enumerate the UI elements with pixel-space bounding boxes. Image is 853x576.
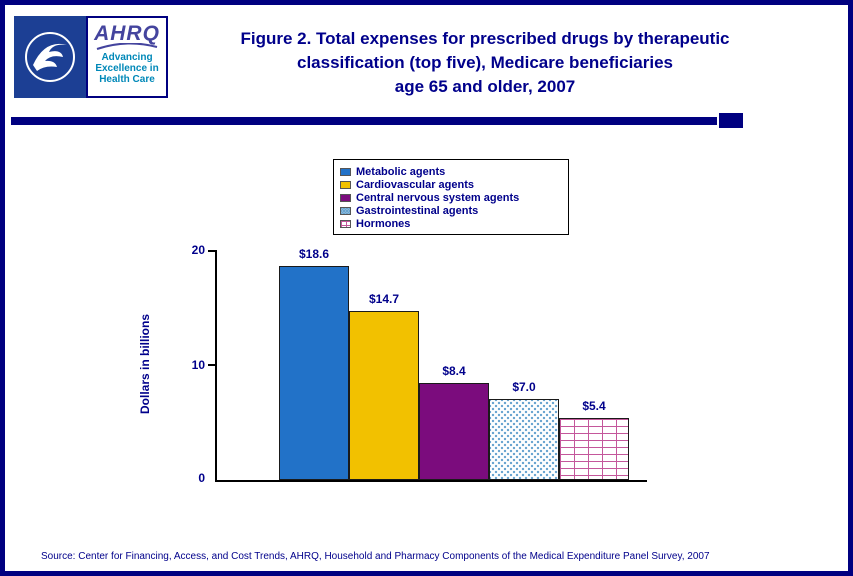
- ahrq-tagline-line1: Advancing: [101, 52, 153, 63]
- y-tick-label-0: 0: [198, 471, 205, 485]
- bar-hormones: [559, 418, 629, 480]
- legend-marker-gastrointestinal-agents: [340, 206, 351, 215]
- bar-value-label-cardiovascular-agents: $14.7: [368, 292, 400, 306]
- legend-item-metabolic-agents: Metabolic agents: [340, 165, 562, 178]
- figure-title-line1: Figure 2. Total expenses for prescribed …: [240, 29, 730, 48]
- legend-label-gastrointestinal-agents: Gastrointestinal agents: [356, 204, 479, 217]
- figure-title: Figure 2. Total expenses for prescribed …: [180, 27, 790, 99]
- bar-value-label-gastrointestinal-agents: $7.0: [512, 380, 536, 394]
- figure-title-line2: classification (top five), Medicare bene…: [296, 53, 674, 72]
- bar-central-nervous-system-agents: [419, 383, 489, 480]
- title-divider-end-cap: [719, 113, 743, 128]
- legend-item-central-nervous-system-agents: Central nervous system agents: [340, 191, 562, 204]
- source-note: Source: Center for Financing, Access, an…: [41, 551, 710, 562]
- plot-area: $18.6 $14.7 $8.4 $7.0 $5.4: [208, 247, 647, 482]
- legend-item-hormones: Hormones: [340, 217, 562, 230]
- legend-label-cardiovascular-agents: Cardiovascular agents: [356, 178, 474, 191]
- bar-value-label-hormones: $5.4: [582, 399, 606, 413]
- y-tick-label-20: 20: [191, 243, 205, 257]
- chart-legend: Metabolic agents Cardiovascular agents Cen…: [333, 159, 569, 235]
- ahrq-acronym: AHRQ: [94, 22, 160, 45]
- ahrq-logo: AHRQ Advancing Excellence in Health Care: [86, 16, 168, 98]
- title-divider-bar: [11, 117, 717, 125]
- legend-label-hormones: Hormones: [356, 217, 411, 230]
- bar-cardiovascular-agents: [349, 311, 419, 480]
- bar-metabolic-agents: [279, 266, 349, 480]
- legend-marker-cardiovascular-agents: [340, 180, 351, 189]
- hhs-eagle-icon: [25, 32, 75, 82]
- ahrq-swoosh-icon: [96, 43, 158, 50]
- ahrq-tagline-line3: Health Care: [99, 74, 155, 85]
- y-tick-mark-20: [208, 250, 215, 252]
- legend-marker-hormones: [340, 219, 351, 228]
- legend-marker-central-nervous-system-agents: [340, 193, 351, 202]
- legend-label-metabolic-agents: Metabolic agents: [356, 165, 446, 178]
- legend-item-cardiovascular-agents: Cardiovascular agents: [340, 178, 562, 191]
- legend-item-gastrointestinal-agents: Gastrointestinal agents: [340, 204, 562, 217]
- y-axis-title: Dollars in billions: [138, 314, 152, 415]
- y-tick-label-10: 10: [191, 358, 205, 372]
- legend-label-central-nervous-system-agents: Central nervous system agents: [356, 191, 520, 204]
- legend-marker-metabolic-agents: [340, 167, 351, 176]
- figure-title-line3: age 65 and older, 2007: [394, 77, 576, 96]
- y-tick-mark-10: [208, 364, 215, 366]
- bar-gastrointestinal-agents: [489, 399, 559, 480]
- bar-value-label-metabolic-agents: $18.6: [298, 247, 330, 261]
- bar-value-label-central-nervous-system-agents: $8.4: [442, 364, 466, 378]
- ahrq-tagline-line2: Excellence in: [95, 63, 159, 74]
- hhs-logo: [14, 16, 86, 98]
